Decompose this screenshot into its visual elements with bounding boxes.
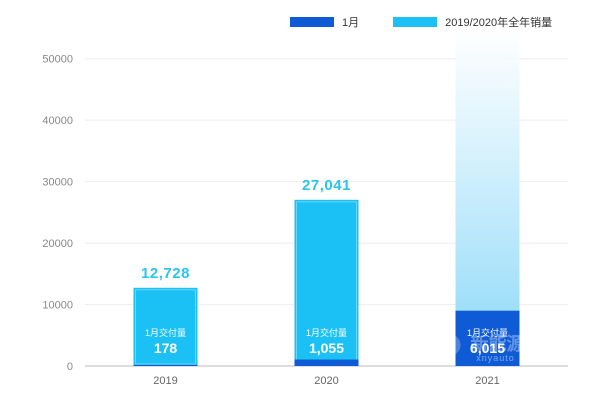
- jan-caption-label: 1月交付量: [467, 327, 508, 338]
- bar-january: [455, 310, 520, 366]
- legend-item-january: 1月: [290, 14, 359, 30]
- label-layer: 12,728 1月交付量 178 2019 27,041 1月交付量 1,055 2020 1月…: [141, 177, 524, 387]
- y-tick-label: 50000: [42, 54, 73, 66]
- x-tick-label: 2021: [475, 375, 499, 387]
- x-tick-label: 2020: [314, 375, 338, 387]
- jan-caption-label: 1月交付量: [145, 327, 186, 338]
- legend-swatch-january: [290, 17, 334, 27]
- y-tick-label: 20000: [42, 238, 73, 250]
- jan-caption-label: 1月交付量: [306, 327, 347, 338]
- legend-label-january: 1月: [342, 17, 360, 29]
- legend-label-annual: 2019/2020年全年销量: [445, 17, 553, 29]
- bar-projection: [455, 28, 520, 366]
- legend-item-annual: 2019/2020年全年销量: [393, 14, 552, 30]
- y-tick-label: 40000: [42, 115, 73, 127]
- y-tick-label: 30000: [42, 177, 73, 189]
- total-value-label: 27,041: [302, 177, 351, 194]
- y-tick-label: 0: [67, 361, 73, 373]
- bar-annual-outline: [135, 289, 196, 365]
- x-tick-label: 2019: [153, 375, 177, 387]
- bar-january: [133, 364, 198, 366]
- watermark-domain-text: xnyauto: [476, 353, 515, 363]
- legend-swatch-annual: [393, 17, 438, 27]
- watermark-logo-icon: [438, 334, 461, 356]
- bar-january: [294, 359, 359, 366]
- y-tick-label: 10000: [42, 300, 73, 312]
- chart-legend: 1月 2019/2020年全年销量: [290, 14, 586, 30]
- jan-value-label: 178: [154, 340, 178, 356]
- jan-value-label: 6,015: [470, 340, 505, 356]
- bar-annual: [133, 287, 198, 366]
- total-value-label: 12,728: [141, 265, 190, 282]
- watermark-logo-text: 新能源: [471, 333, 525, 354]
- jan-value-label: 1,055: [309, 340, 344, 356]
- bar-layer: [133, 28, 520, 366]
- bar-annual: [294, 199, 359, 366]
